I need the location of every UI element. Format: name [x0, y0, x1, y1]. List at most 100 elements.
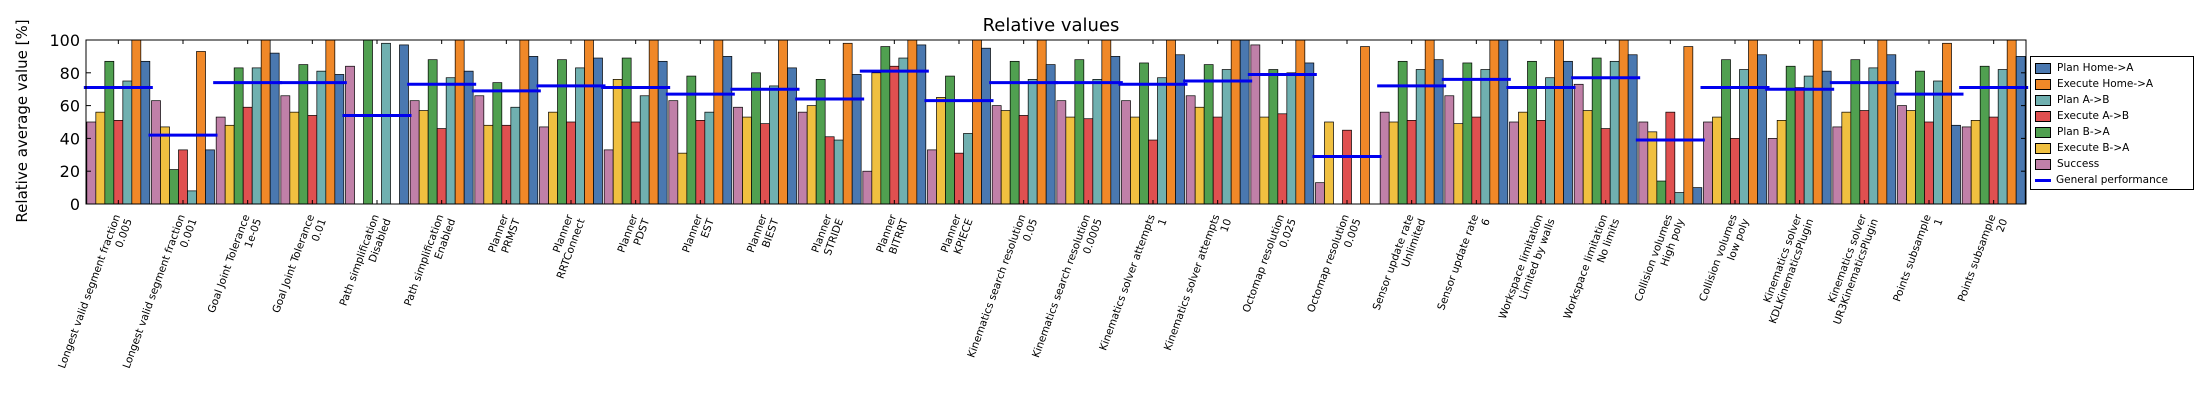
bar-execute-b-a-25	[1712, 116, 1722, 205]
x-tick-label: Collision volumesHigh poly	[1633, 213, 1687, 308]
bar-plan-b-a-20	[1397, 60, 1408, 205]
bar-execute-home-a-24	[1683, 46, 1694, 205]
x-tick-label-parameter: Kinematics solver attempts	[1097, 213, 1158, 352]
y-tick-label: 80	[60, 64, 80, 83]
bar-success-10	[733, 106, 743, 205]
bar-execute-home-a-2	[260, 39, 271, 205]
bar-execute-b-a-3	[289, 111, 300, 205]
bar-execute-a-b-6	[501, 124, 512, 205]
x-tick-label-value: 10	[1218, 217, 1234, 234]
bar-plan-b-a-6	[492, 82, 503, 205]
bar-plan-home-a-12	[916, 44, 927, 205]
bar-plan-home-a-17	[1239, 39, 1250, 205]
bar-execute-a-b-7	[566, 121, 576, 205]
bar-plan-a-b-9	[704, 111, 715, 205]
bar-success-29	[1961, 126, 1972, 205]
bar-execute-b-a-28	[1906, 110, 1916, 205]
x-tick-label: Collision volumeslow poly	[1697, 213, 1751, 308]
bar-execute-a-b-16	[1148, 139, 1158, 205]
bar-execute-home-a-13	[972, 39, 982, 205]
bar-execute-home-a-6	[519, 39, 530, 205]
bar-execute-home-a-27	[1877, 39, 1888, 205]
bar-plan-a-b-6	[510, 106, 521, 205]
bar-plan-home-a-25	[1757, 54, 1767, 205]
bar-plan-home-a-15	[1110, 56, 1121, 205]
bar-execute-b-a-13	[936, 97, 946, 205]
bar-execute-b-a-18	[1259, 116, 1270, 205]
legend-swatch	[2035, 94, 2051, 106]
x-tick-label: PlannerPDST	[616, 212, 653, 258]
bar-plan-b-a-2	[233, 67, 244, 205]
x-tick-label: Kinematics solver attempts10	[1162, 213, 1234, 357]
legend-entry: Plan B->A	[2035, 124, 2189, 140]
bar-success-22	[1509, 121, 1519, 205]
bar-plan-a-b-0	[122, 80, 133, 205]
bar-execute-b-a-14	[1000, 110, 1011, 205]
bar-success-12	[862, 170, 873, 205]
bar-execute-a-b-19	[1342, 129, 1352, 205]
bar-plan-a-b-10	[769, 85, 779, 205]
x-tick-label: Workspace limitationLimited by walls	[1497, 213, 1558, 325]
legend-label: General performance	[2056, 174, 2168, 186]
bar-success-5	[409, 100, 420, 205]
x-tick-label: Goal Joint Tolerance0.01	[270, 213, 329, 319]
legend-swatch	[2035, 142, 2051, 154]
x-tick-label: PlannerSTRIDE	[810, 212, 847, 258]
x-tick-label: Kinematics search resolution0.0005	[1030, 213, 1105, 364]
x-tick-label-parameter: Sensor update rate	[1435, 213, 1481, 312]
bar-plan-home-a-21	[1498, 39, 1509, 205]
bar-execute-home-a-15	[1101, 39, 1112, 205]
bar-execute-home-a-0	[131, 39, 142, 205]
legend-entry: Success	[2035, 156, 2189, 172]
bar-execute-a-b-13	[954, 152, 964, 205]
bar-execute-a-b-8	[630, 121, 641, 205]
bar-execute-home-a-19	[1360, 46, 1370, 205]
bar-success-20	[1379, 111, 1390, 205]
bar-execute-a-b-22	[1536, 120, 1546, 205]
bar-plan-b-a-23	[1591, 57, 1602, 205]
bar-plan-a-b-22	[1545, 77, 1555, 205]
bar-execute-home-a-26	[1812, 39, 1823, 205]
bar-success-26	[1767, 138, 1778, 205]
y-tick-label: 100	[49, 31, 80, 50]
x-tick-label: PlannerPRMST	[486, 212, 523, 258]
legend-entry: Plan Home->A	[2035, 60, 2189, 76]
x-tick-label-parameter: Goal Joint Tolerance	[206, 213, 253, 315]
bar-execute-home-a-3	[325, 39, 336, 205]
bar-execute-home-a-25	[1748, 39, 1758, 205]
legend-label: Plan B->A	[2057, 126, 2110, 138]
bar-success-1	[151, 100, 161, 205]
bar-execute-home-a-20	[1424, 39, 1435, 205]
bar-execute-a-b-24	[1665, 111, 1676, 205]
legend-label: Plan Home->A	[2057, 62, 2134, 74]
bar-plan-a-b-7	[575, 67, 585, 205]
bar-execute-b-a-27	[1841, 111, 1852, 205]
bar-plan-b-a-0	[104, 60, 115, 205]
x-tick-label: PlannerKPIECE	[939, 212, 976, 258]
bar-execute-b-a-19	[1324, 121, 1334, 205]
x-tick-label: Kinematics solverKDLKinematicsPlugin	[1755, 212, 1816, 325]
x-tick-label-parameter: Kinematics solver attempts	[1162, 213, 1223, 352]
bar-plan-b-a-22	[1527, 60, 1537, 205]
bar-plan-home-a-2	[269, 52, 280, 205]
bar-execute-a-b-28	[1924, 121, 1934, 205]
bar-plan-a-b-17	[1221, 69, 1232, 205]
bar-plan-a-b-13	[963, 133, 973, 205]
bar-plan-b-a-25	[1721, 59, 1731, 205]
bar-success-13	[927, 149, 937, 205]
x-tick-label-value: 1	[1156, 217, 1170, 227]
legend-swatch	[2035, 158, 2051, 170]
bar-plan-home-a-26	[1821, 70, 1832, 205]
bar-plan-a-b-11	[833, 139, 844, 205]
x-tick-label-parameter: Workspace limitation	[1561, 213, 1610, 321]
bar-success-11	[797, 111, 808, 205]
legend-entry: Execute Home->A	[2035, 76, 2189, 92]
bar-execute-home-a-9	[713, 39, 724, 205]
bar-plan-home-a-6	[528, 56, 539, 205]
bar-plan-b-a-26	[1785, 65, 1796, 205]
bar-plan-b-a-1	[169, 169, 179, 205]
x-tick-label: PlannerBITRRT	[874, 212, 911, 258]
bar-execute-home-a-14	[1036, 39, 1047, 205]
bar-plan-home-a-1	[205, 149, 215, 205]
